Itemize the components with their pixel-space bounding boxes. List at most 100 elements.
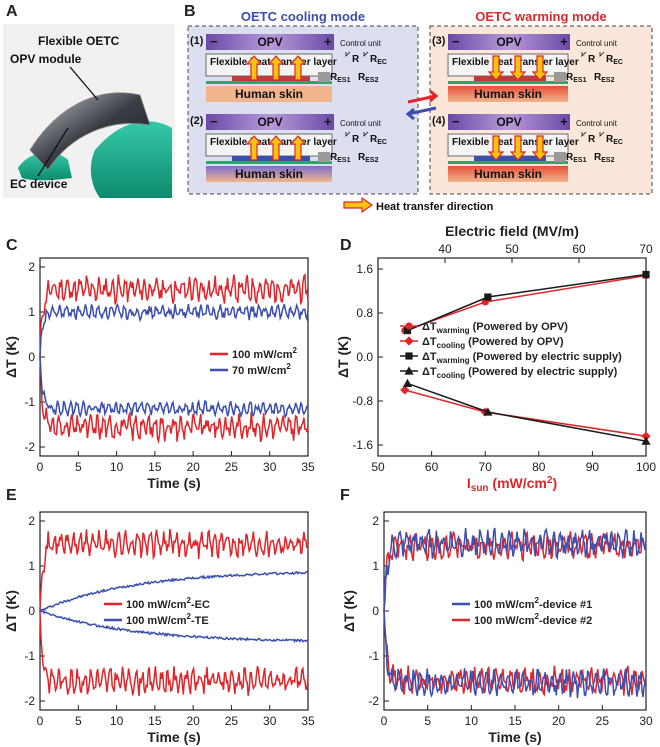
data-point-3	[641, 436, 651, 445]
device1-cooling-line	[383, 610, 647, 699]
electrode-block	[554, 72, 566, 82]
legend-text: 100 mW/cm	[474, 615, 535, 627]
r-label: R	[588, 54, 596, 65]
x-tick-label: 25	[225, 460, 239, 474]
skin-label: Human skin	[235, 87, 303, 101]
heat-arrow	[531, 135, 549, 161]
skin-label: Human skin	[474, 167, 542, 181]
data-point-3	[483, 407, 493, 416]
x-tick-label: 25	[596, 714, 610, 728]
res1-subscript: ES1	[573, 157, 586, 164]
res2-subscript: ES2	[601, 157, 614, 164]
y-axis-label: ΔT (K)	[341, 590, 357, 632]
legend-text: -EC	[191, 599, 210, 611]
legend-70-label: 70 mW/cm2	[232, 362, 291, 377]
y-tick-label: -0.8	[352, 394, 373, 408]
opv-label: OPV	[257, 115, 282, 129]
x-tick-label: 15	[508, 714, 522, 728]
y-axis-label: ΔT (K)	[3, 336, 19, 378]
series-blue-warming-line	[39, 302, 309, 358]
data-point-2	[484, 293, 492, 301]
legend-device2-label: 100 mW/cm2-device #2	[474, 612, 592, 627]
electrode-block	[318, 72, 330, 82]
te-warming-line	[39, 570, 309, 612]
y-tick-label: -2	[24, 440, 35, 454]
x-tick-label: 10	[465, 714, 479, 728]
top-x-tick-label: 60	[572, 242, 586, 256]
y-tick-label: 1	[28, 305, 35, 319]
heat-arrow	[245, 135, 263, 161]
y-tick-label: -1	[24, 649, 35, 663]
cooling-mode-title: OETC cooling mode	[241, 9, 365, 24]
y-tick-label: 1	[372, 559, 379, 573]
opv-pointer	[69, 66, 99, 101]
data-point-2	[642, 270, 650, 279]
subpanel-number: (3)	[432, 35, 446, 47]
switch-symbols	[345, 131, 369, 137]
x-tick-label: 5	[75, 460, 82, 474]
glove-hand	[90, 121, 172, 198]
y-tick-label: -1	[368, 649, 379, 663]
control-unit-label: Control unit	[340, 39, 382, 48]
legend-superscript: 2	[535, 612, 540, 621]
switch-arrow-red	[407, 89, 439, 104]
x-tick-label: 35	[301, 460, 315, 474]
minus-sign: −	[210, 34, 218, 49]
y-axis-label: ΔT (K)	[3, 590, 19, 632]
res1-subscript: ES1	[573, 77, 586, 84]
y-tick-label: -1.6	[352, 438, 373, 452]
plus-sign: +	[324, 34, 332, 49]
y-tick-label: -1	[24, 395, 35, 409]
panel-letter-e: E	[6, 487, 17, 504]
x-tick-label: 50	[371, 460, 385, 474]
heat-arrow-icon	[343, 196, 374, 214]
panel-letter-b: B	[184, 3, 196, 20]
panel-letter-a: A	[6, 3, 18, 20]
legend-text: (Powered by electric supply)	[465, 366, 618, 378]
x-axis-label: Time (s)	[147, 729, 200, 745]
electrode-block	[318, 152, 330, 162]
x-tick-label: 10	[110, 714, 124, 728]
r-label: R	[352, 134, 360, 145]
res1-subscript: ES1	[337, 77, 350, 84]
photo-title: Flexible OETC	[38, 34, 120, 48]
x-label-end: )	[552, 475, 557, 491]
y-tick-label: 2	[372, 514, 379, 528]
legend-d-1-marker	[404, 336, 414, 346]
legend-100-label: 100 mW/cm2	[232, 346, 298, 361]
legend-text: 100 mW/cm	[126, 615, 187, 627]
device1-warming-line	[383, 527, 647, 612]
legend-subscript: warming	[436, 326, 470, 335]
te-cooling-line	[39, 609, 309, 644]
plus-sign: +	[560, 34, 568, 49]
legend-text: 100 mW/cm	[474, 599, 535, 611]
minus-sign: −	[452, 34, 460, 49]
y-axis-label: ΔT (K)	[335, 336, 351, 378]
opv-bar	[206, 114, 334, 130]
panel-letter-f: F	[340, 487, 350, 504]
control-unit-label: Control unit	[340, 119, 382, 128]
x-label-rest: (mW/cm	[489, 475, 547, 491]
x-axis-label: Time (s)	[147, 475, 200, 491]
substrate-line	[448, 81, 568, 84]
opv-label: OPV	[257, 35, 282, 49]
heat-arrow	[267, 55, 285, 81]
electrode-block	[554, 152, 566, 162]
x-tick-label: 25	[225, 714, 239, 728]
heat-arrow	[289, 135, 307, 161]
legend-superscript: 2	[293, 346, 298, 355]
legend-superscript: 2	[187, 612, 192, 621]
data-point-1	[641, 431, 651, 441]
y-tick-label: 0.8	[356, 306, 373, 320]
control-unit-label: Control unit	[576, 39, 618, 48]
data-point-3	[402, 378, 413, 387]
x-tick-label: 15	[148, 460, 162, 474]
legend-ec-label: 100 mW/cm2-EC	[126, 596, 210, 611]
heat-arrow	[531, 55, 549, 81]
ec-strip	[474, 76, 546, 81]
ec-strip	[232, 76, 310, 81]
top-x-axis-label: Electric field (MV/m)	[445, 223, 579, 239]
legend-d-0-label: ΔTwarming (Powered by OPV)	[422, 321, 568, 335]
